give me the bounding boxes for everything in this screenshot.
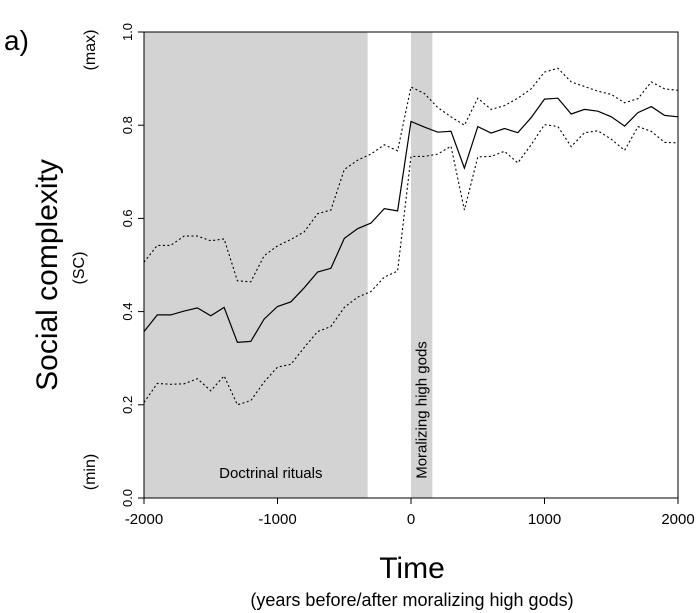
y-tick-label: 0.8 [120,116,135,134]
y-tick-label: 1.0 [120,23,135,41]
y-axis-title: Social complexity [31,159,64,391]
region-label-doctrinal-rituals: Doctrinal rituals [219,465,322,482]
x-axis-subtitle: (years before/after moralizing high gods… [250,590,573,610]
region-label-moralizing-high-gods: Moralizing high gods [414,341,431,479]
y-axis-subtitle: (SC) [71,252,88,285]
y-tick-label: 0.2 [120,396,135,414]
y-tick-label: 0.6 [120,209,135,227]
x-axis: -2000 -1000 0 1000 2000 [125,498,695,528]
x-tick-label: -1000 [258,511,296,528]
y-tick-label: 0.4 [120,303,135,321]
shaded-region-doctrinal-rituals [144,32,368,498]
y-tick-label: 0.0 [120,489,135,507]
shaded-region-moralizing-high-gods [411,32,433,498]
y-axis: 0.0 0.2 0.4 0.6 0.8 1.0 [120,23,144,507]
x-axis-title: Time [379,552,445,585]
x-tick-label: 0 [407,511,415,528]
x-tick-label: 1000 [528,511,561,528]
x-tick-label: -2000 [125,511,163,528]
y-axis-min-label: (min) [82,454,99,490]
x-tick-label: 2000 [661,511,694,528]
panel-label: a) [4,25,29,56]
y-axis-max-label: (max) [82,30,99,71]
series-lines [143,67,679,406]
mean-line [143,97,679,344]
shaded-regions [144,32,433,498]
